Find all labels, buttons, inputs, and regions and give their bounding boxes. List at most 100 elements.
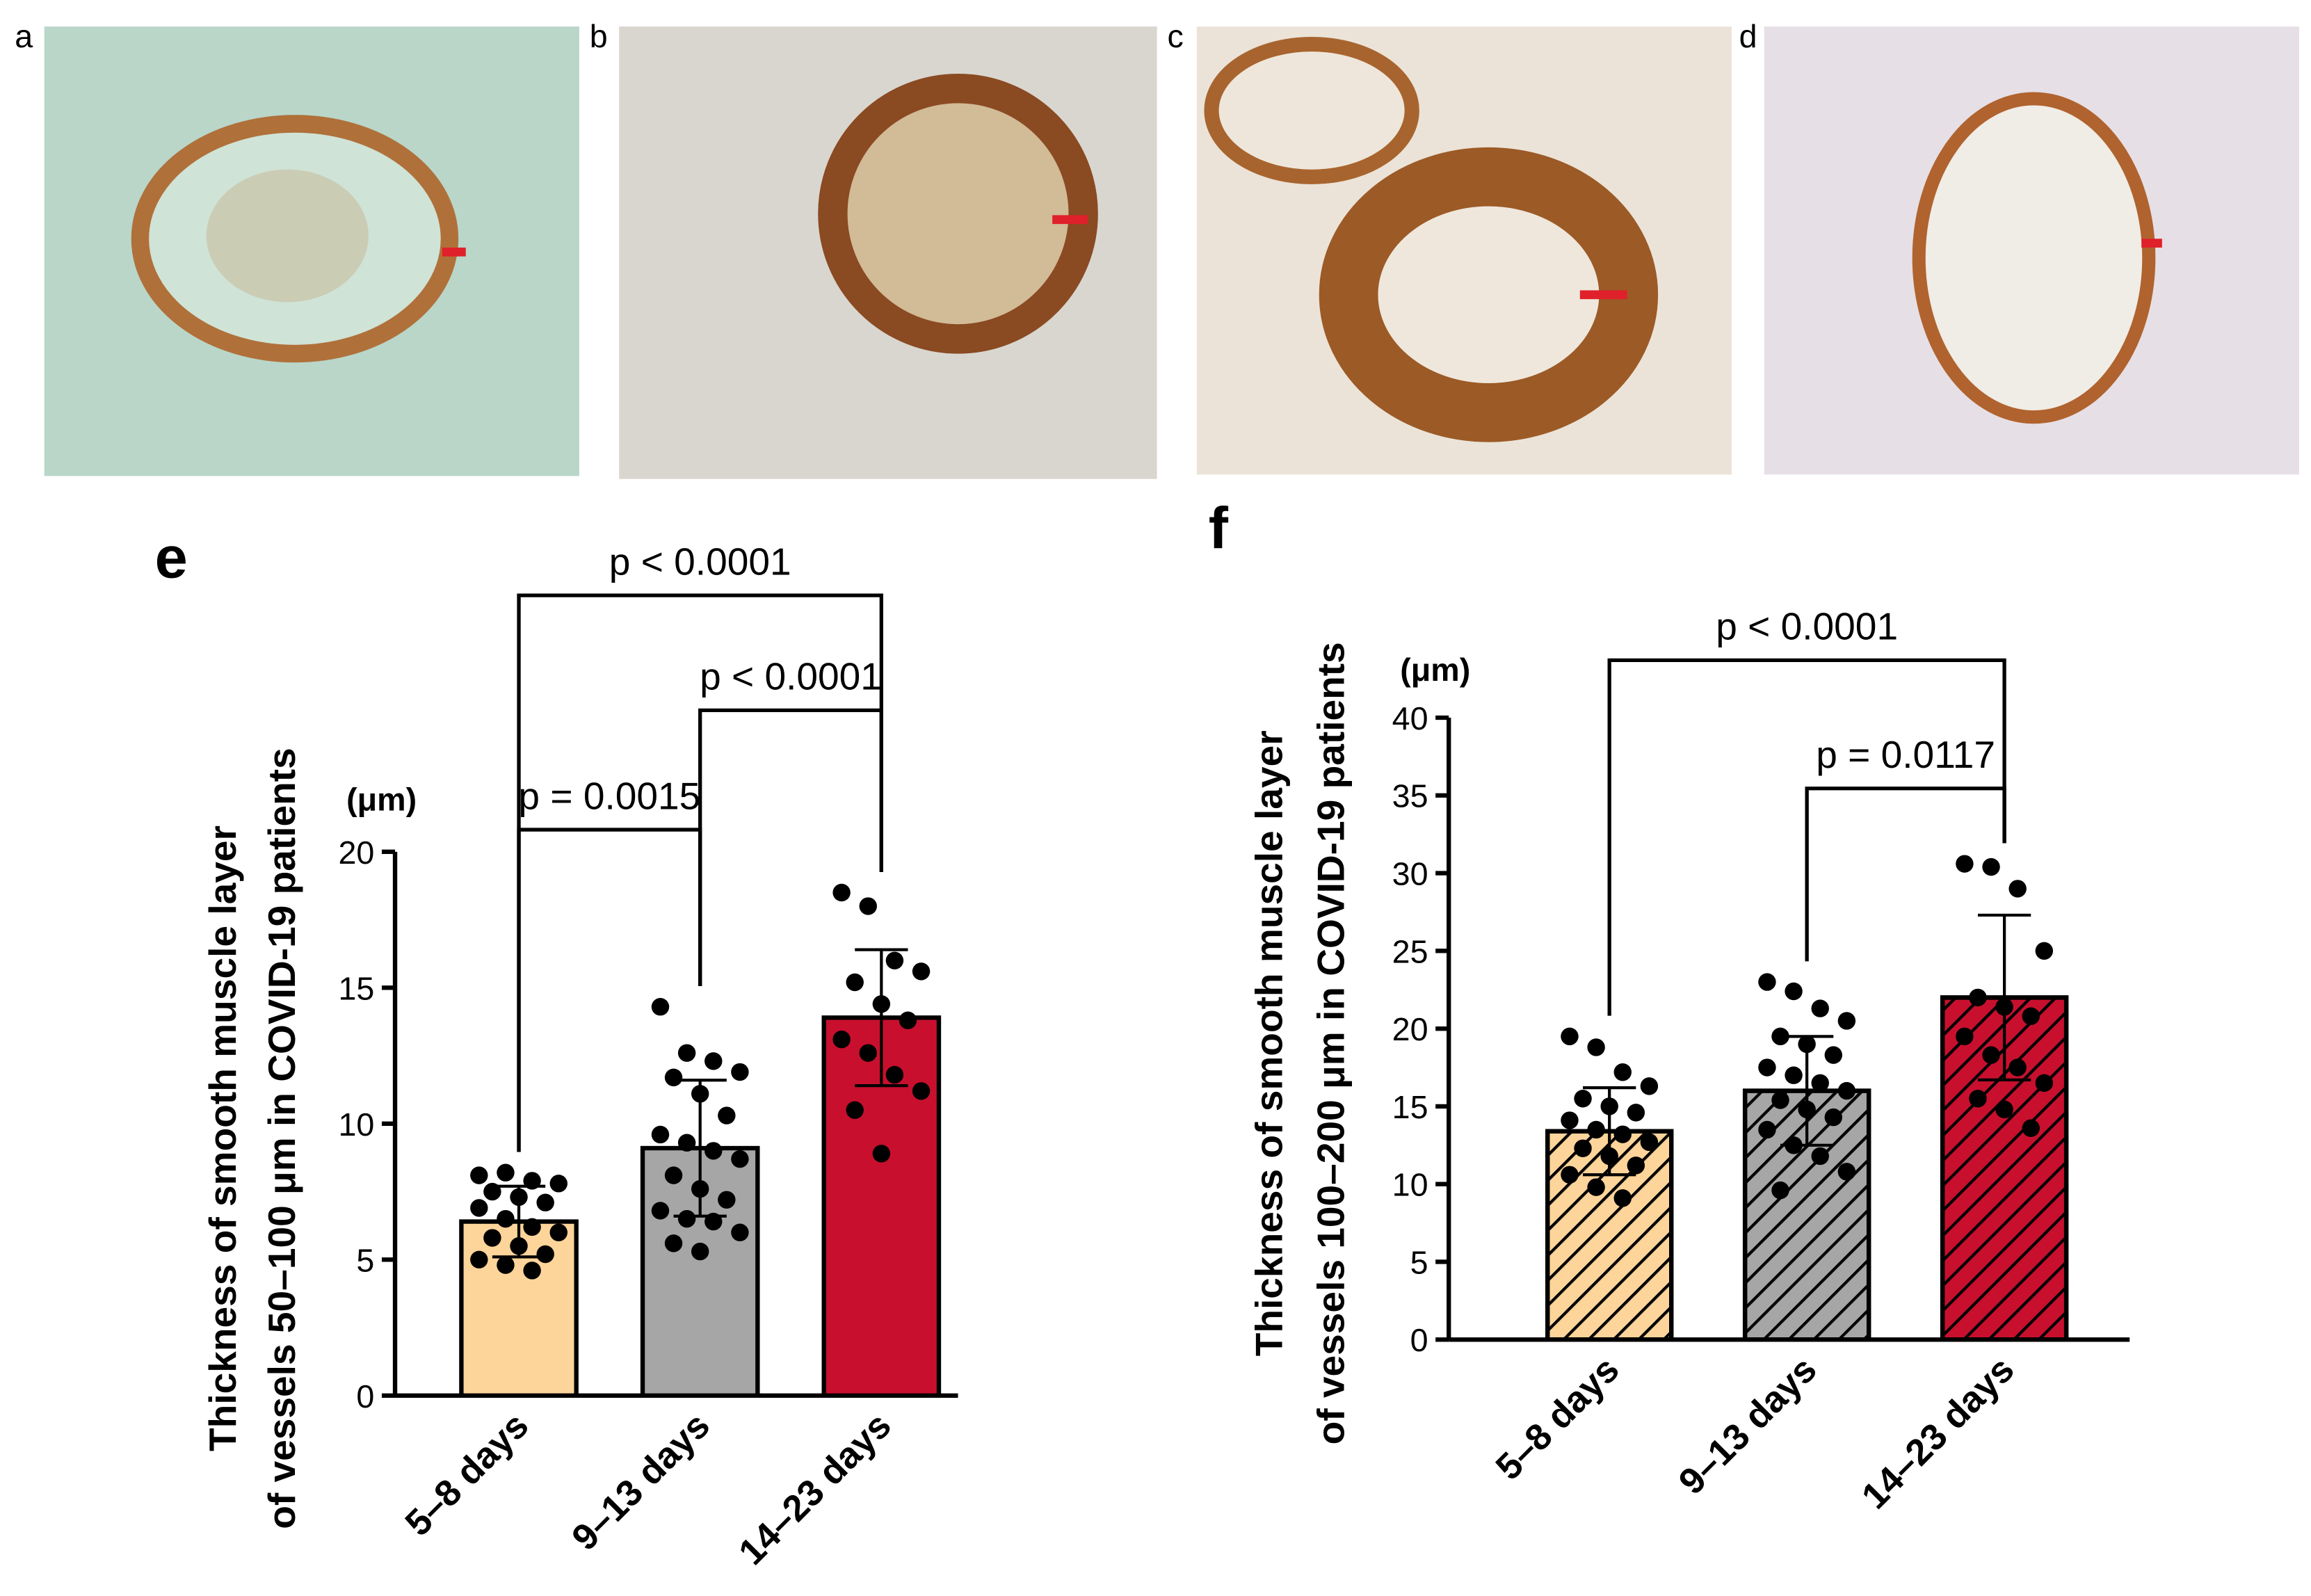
vessel [1204,36,1419,184]
vessel [1912,92,2156,424]
data-point [549,1175,567,1193]
data-point [1574,1139,1592,1158]
data-point [1627,1156,1645,1175]
x-tick-label: 5–8 days [1488,1349,1627,1488]
data-point [912,1082,931,1100]
data-point [497,1163,515,1182]
data-point [1785,1066,1803,1084]
data-point [2035,1074,2054,1093]
data-point [1561,1111,1579,1129]
y-tick-label: 0 [356,1378,374,1414]
data-point [651,997,670,1016]
vessel [1319,147,1659,442]
y-tick-label: 35 [1392,778,1428,814]
data-point [1824,1108,1843,1127]
data-point [1640,1077,1659,1095]
data-point [1561,1166,1579,1184]
p-value: p = 0.0117 [1816,733,1995,776]
data-point [1969,1090,1987,1108]
data-point [1837,1081,1856,1100]
data-point [1982,1046,2000,1064]
axis-unit: (μm) [346,782,417,818]
y-tick-label: 15 [339,970,375,1006]
panel-letter: c [1167,18,1183,54]
x-tick-label: 5–8 days [397,1405,536,1544]
data-point [677,1209,696,1228]
data-point [1771,1091,1789,1109]
significance-bracket [698,708,883,987]
x-tick-label: 9–13 days [1671,1349,1825,1503]
panel-letter: d [1739,18,1757,54]
data-point [718,1106,736,1125]
data-point [483,1229,501,1247]
data-point [832,883,851,902]
data-point [1956,1027,1974,1046]
vessel-lumen [206,169,369,303]
y-tick-label: 30 [1392,856,1428,892]
data-point [731,1063,749,1081]
vessel [818,73,1098,354]
axis-unit: (μm) [1400,652,1470,688]
data-point [497,1209,515,1228]
p-value: p < 0.0001 [609,540,791,583]
data-point [664,1234,683,1252]
chart: f (μm) Thickness of smooth muscle layer of … [1209,494,2130,1517]
scale-marker [442,248,466,257]
y-axis-title: of vessels 100–200 μm in COVID-19 patien… [1310,642,1353,1444]
data-point [912,962,931,981]
data-point [1837,1163,1856,1181]
data-point [832,1030,851,1049]
data-point [1613,1189,1632,1207]
y-axis-title: Thickness of smooth muscle layer [201,825,244,1451]
y-tick-label: 15 [1392,1089,1428,1125]
scale-marker [1579,290,1627,300]
data-point [859,1044,877,1062]
data-point [1574,1090,1592,1108]
data-point [664,1068,683,1087]
significance-bracket [517,828,702,1152]
data-point [1969,988,1987,1007]
data-point [899,1011,917,1029]
panel-letter: f [1209,494,1229,561]
p-value: p < 0.0001 [700,655,882,698]
data-point [651,1202,670,1220]
x-tick-label: 9–13 days [564,1405,718,1558]
data-point [664,1166,683,1184]
significance-bracket [517,593,883,1152]
data-point [885,1065,904,1084]
data-point [2008,880,2027,898]
y-tick-label: 10 [1392,1167,1428,1203]
data-point [1837,1012,1856,1030]
data-point [523,1262,541,1280]
y-tick-label: 5 [356,1242,374,1278]
y-tick-label: 20 [339,835,375,871]
p-value: p < 0.0001 [1716,605,1898,648]
data-point [1995,1100,2013,1119]
data-point [846,1101,864,1119]
panel-letter: a [15,18,33,54]
data-point [1811,1074,1829,1093]
y-axis-title: Thickness of smooth muscle layer [1248,730,1291,1356]
data-point [2022,1119,2040,1137]
chart: e (μm) Thickness of smooth muscle layer of … [155,524,958,1573]
data-point [1613,1125,1632,1143]
data-point [691,1242,709,1261]
x-tick-label: 14–23 days [731,1405,899,1573]
panel-letter: b [590,18,608,54]
p-value: p = 0.0015 [518,774,700,817]
data-point [718,1191,736,1209]
data-point [677,1134,696,1152]
significance-bracket [1607,658,2006,1016]
micrographs [44,26,2299,479]
bar-hatch [1940,995,2069,1342]
y-tick-label: 10 [339,1106,375,1143]
data-point [1587,1178,1605,1196]
data-point [1785,982,1803,1001]
x-tick-label: 14–23 days [1854,1349,2022,1517]
data-point [2035,942,2054,960]
data-point [1561,1027,1579,1046]
data-point [885,951,904,969]
data-point [731,1223,749,1241]
data-point [549,1223,567,1241]
